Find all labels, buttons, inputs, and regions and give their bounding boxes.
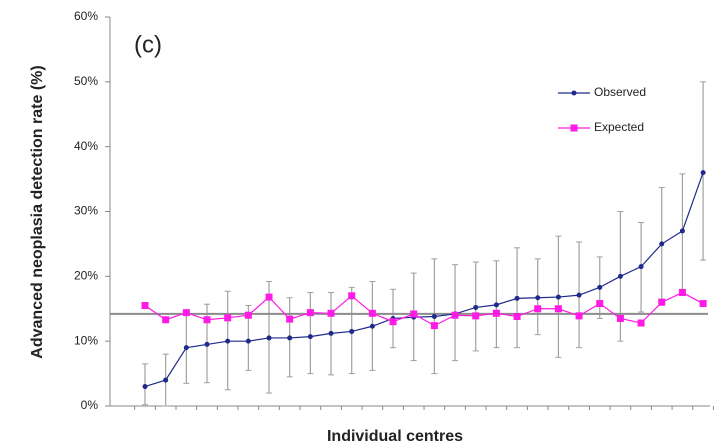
point [430,322,438,330]
point [472,312,480,320]
series-line [144,291,704,327]
point [224,314,232,322]
point [163,377,169,383]
series-line [144,172,704,388]
point [679,228,685,234]
point [348,292,356,300]
point [410,310,418,318]
point [244,311,252,319]
y-tick-label: 0% [81,398,99,412]
point [596,300,604,308]
point [658,298,666,306]
point [555,294,561,300]
point [204,341,210,347]
point [514,295,520,301]
point [575,312,583,320]
point [451,311,459,319]
point [368,309,376,317]
y-axis-title: Advanced neoplasia detection rate (%) [29,65,46,358]
y-tick-label: 60% [74,9,98,23]
point [265,293,273,301]
point [513,313,521,321]
point [328,330,334,336]
point [349,328,355,334]
point [287,335,293,341]
point [638,264,644,270]
y-tick-label: 30% [74,204,98,218]
point [493,302,499,308]
point [700,170,706,176]
y-tick-label: 50% [74,74,98,88]
point [617,273,623,279]
legend-label: Expected [594,120,644,134]
x-axis-title: Individual centres [327,428,463,445]
point [266,335,272,341]
point [286,315,294,323]
y-tick-label: 40% [74,139,98,153]
point [327,309,335,317]
point [678,289,686,297]
point [182,309,190,317]
point [389,318,397,326]
point [306,309,314,317]
legend-label: Observed [594,85,646,99]
point [534,305,542,313]
point [225,338,231,344]
point [183,345,189,351]
legend-marker [571,90,577,96]
point [616,314,624,322]
point [492,309,500,317]
point [659,241,665,247]
point [699,300,707,308]
point [473,304,479,310]
point [576,292,582,298]
point [431,314,437,320]
y-tick-label: 20% [74,269,98,283]
y-tick-label: 10% [74,333,98,347]
legend-marker [570,124,578,132]
panel-label: (c) [134,31,162,58]
point [142,384,148,390]
point [554,305,562,313]
point [162,316,170,324]
point [597,284,603,290]
point [307,334,313,340]
point [141,302,149,310]
point [203,316,211,324]
point [369,323,375,329]
point [245,338,251,344]
point [637,319,645,327]
point [535,295,541,301]
